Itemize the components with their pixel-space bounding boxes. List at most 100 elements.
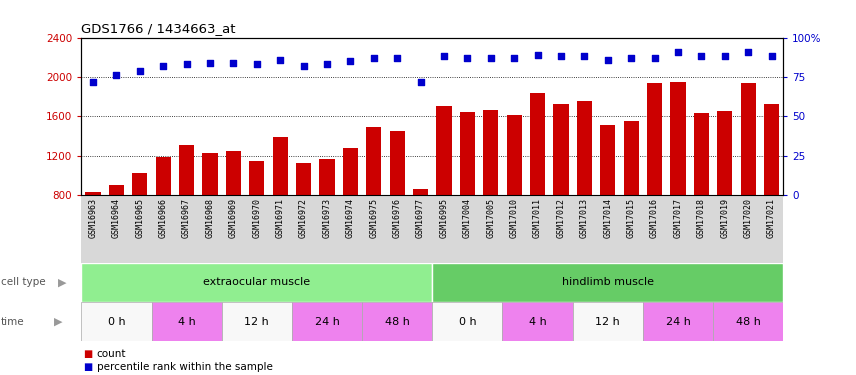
Text: GSM16971: GSM16971 (276, 198, 285, 238)
Text: hindlimb muscle: hindlimb muscle (562, 277, 654, 287)
Point (273, 57, 287, 63)
Bar (296, 162, 312, 274)
Bar (366, 127, 382, 274)
Point (648, 55, 662, 61)
Text: ▶: ▶ (54, 316, 62, 327)
Point (250, 61, 264, 67)
Point (508, 55, 521, 61)
Text: GSM17020: GSM17020 (744, 198, 752, 238)
Text: GSM17021: GSM17021 (767, 198, 776, 238)
Point (601, 57, 615, 63)
Text: 48 h: 48 h (384, 316, 410, 327)
Point (764, 53, 778, 59)
Point (157, 63, 170, 69)
Text: GSM17015: GSM17015 (627, 198, 636, 238)
Text: GSM16970: GSM16970 (253, 198, 261, 238)
Text: GSM16964: GSM16964 (112, 198, 121, 238)
Bar (222, 302, 292, 341)
Bar (226, 151, 241, 274)
Bar (86, 192, 101, 274)
Point (227, 60, 241, 66)
Text: 12 h: 12 h (596, 316, 620, 327)
Text: ■: ■ (83, 362, 92, 372)
Point (343, 58, 357, 64)
Point (203, 60, 217, 66)
Text: GSM16972: GSM16972 (299, 198, 308, 238)
Point (86, 79, 100, 85)
Text: GSM16995: GSM16995 (439, 198, 449, 238)
Bar (740, 83, 756, 274)
Text: ▶: ▶ (58, 277, 67, 287)
Bar (713, 302, 783, 341)
Point (320, 61, 334, 67)
Bar (670, 82, 686, 274)
Bar (81, 302, 152, 341)
Text: GSM17016: GSM17016 (650, 198, 659, 238)
Point (437, 53, 451, 59)
Bar (600, 125, 615, 274)
Point (390, 55, 404, 61)
Bar (152, 302, 222, 341)
Bar (507, 115, 522, 274)
Text: GDS1766 / 1434663_at: GDS1766 / 1434663_at (81, 22, 235, 35)
Text: GSM17004: GSM17004 (463, 198, 472, 238)
Bar (132, 173, 147, 274)
Bar (643, 302, 713, 341)
Point (133, 68, 146, 74)
Text: percentile rank within the sample: percentile rank within the sample (97, 362, 272, 372)
Text: 4 h: 4 h (529, 316, 546, 327)
Point (180, 61, 193, 67)
Point (578, 53, 591, 59)
Text: GSM16975: GSM16975 (369, 198, 378, 238)
Text: GSM17018: GSM17018 (697, 198, 706, 238)
Bar (437, 106, 452, 274)
Bar (647, 83, 663, 274)
Bar (81, 262, 432, 302)
Bar (553, 104, 568, 274)
Text: ■: ■ (83, 350, 92, 359)
Bar (530, 93, 545, 274)
Bar (292, 302, 362, 341)
Text: GSM17013: GSM17013 (580, 198, 589, 238)
Text: GSM17019: GSM17019 (720, 198, 729, 238)
Bar (179, 145, 194, 274)
Bar (156, 157, 171, 274)
Bar (432, 302, 502, 341)
Point (718, 53, 732, 59)
Point (694, 53, 708, 59)
Bar (623, 121, 639, 274)
Bar (342, 148, 358, 274)
Bar (717, 111, 733, 274)
Text: GSM16977: GSM16977 (416, 198, 425, 238)
Text: GSM17005: GSM17005 (486, 198, 496, 238)
Bar (202, 153, 217, 274)
Bar (362, 302, 432, 341)
Bar (413, 189, 428, 274)
Bar (502, 302, 573, 341)
Text: GSM16965: GSM16965 (135, 198, 145, 238)
Text: 48 h: 48 h (735, 316, 761, 327)
Text: GSM16968: GSM16968 (205, 198, 215, 238)
Text: GSM16969: GSM16969 (229, 198, 238, 238)
Point (484, 55, 497, 61)
Bar (764, 104, 779, 274)
Bar (432, 262, 783, 302)
Bar (249, 160, 265, 274)
Point (624, 55, 638, 61)
Point (531, 52, 544, 58)
Text: 0 h: 0 h (459, 316, 476, 327)
Bar (573, 302, 643, 341)
Text: cell type: cell type (1, 277, 45, 287)
Point (554, 53, 568, 59)
Text: GSM17011: GSM17011 (533, 198, 542, 238)
Text: GSM16974: GSM16974 (346, 198, 355, 238)
Text: GSM17014: GSM17014 (603, 198, 612, 238)
Bar (319, 159, 335, 274)
Point (413, 79, 427, 85)
Text: GSM16976: GSM16976 (393, 198, 401, 238)
Bar (693, 113, 709, 274)
Text: 4 h: 4 h (178, 316, 195, 327)
Bar (109, 185, 124, 274)
Text: 24 h: 24 h (665, 316, 691, 327)
Point (110, 72, 123, 78)
